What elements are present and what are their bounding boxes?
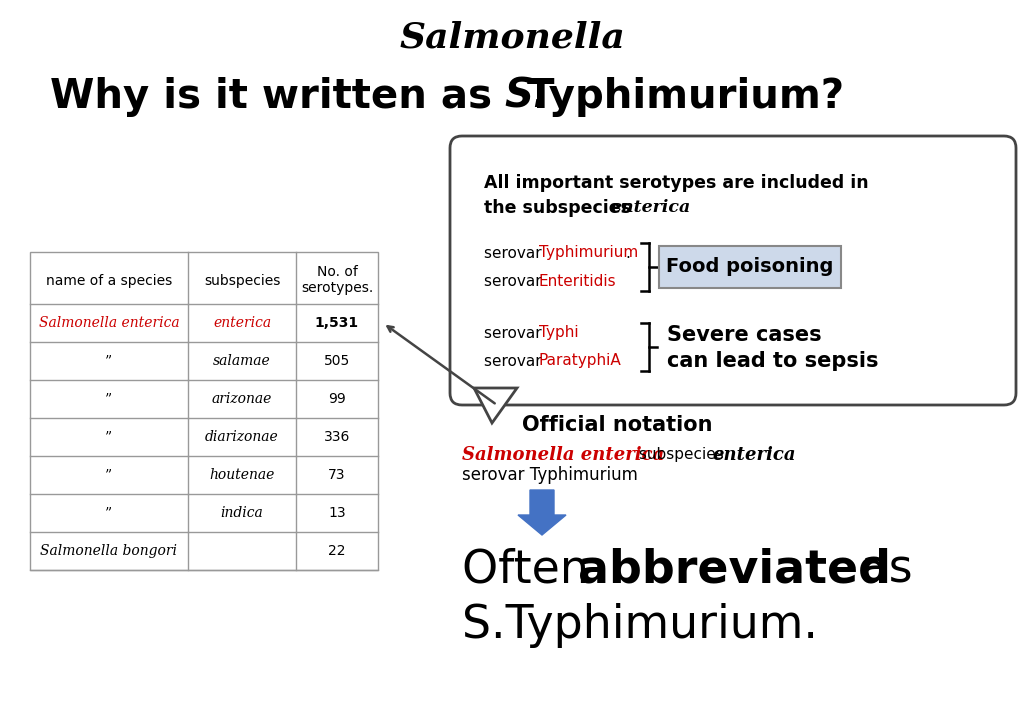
- Text: 73: 73: [329, 468, 346, 482]
- Text: serovar: serovar: [484, 325, 547, 341]
- Text: 99: 99: [328, 392, 346, 406]
- Bar: [30, 252, 378, 570]
- Text: S.Typhimurium.: S.Typhimurium.: [462, 603, 818, 648]
- Text: serovar: serovar: [484, 246, 547, 261]
- Text: Salmonella: Salmonella: [399, 21, 625, 55]
- Text: serovar: serovar: [484, 273, 547, 288]
- FancyBboxPatch shape: [450, 136, 1016, 405]
- Text: ”: ”: [105, 430, 113, 444]
- Text: S.: S.: [504, 77, 548, 117]
- Text: Food poisoning: Food poisoning: [667, 258, 834, 276]
- Text: houtenae: houtenae: [209, 468, 274, 482]
- Text: ParatyphiA: ParatyphiA: [539, 354, 622, 368]
- Text: name of a species: name of a species: [46, 273, 172, 288]
- Text: All important serotypes are included in: All important serotypes are included in: [484, 174, 868, 192]
- Text: enterica: enterica: [213, 316, 271, 330]
- Text: as: as: [846, 547, 912, 593]
- Text: 336: 336: [324, 430, 350, 444]
- Text: serovar Typhimurium: serovar Typhimurium: [462, 466, 638, 484]
- Text: indica: indica: [220, 506, 263, 520]
- Text: 13: 13: [328, 506, 346, 520]
- Text: diarizonae: diarizonae: [205, 430, 279, 444]
- Text: the subspecies: the subspecies: [484, 199, 637, 217]
- Text: Salmonella enterica: Salmonella enterica: [39, 316, 179, 330]
- Text: serovar: serovar: [484, 354, 547, 368]
- Text: ”: ”: [105, 354, 113, 368]
- Text: No. of: No. of: [316, 265, 357, 279]
- Text: Severe cases: Severe cases: [667, 325, 821, 345]
- Text: ”: ”: [105, 506, 113, 520]
- Text: Typhimurium: Typhimurium: [539, 246, 638, 261]
- Text: Official notation: Official notation: [522, 415, 713, 435]
- Text: enterica: enterica: [712, 446, 796, 464]
- Text: abbreviated: abbreviated: [578, 547, 891, 593]
- Text: subspecies: subspecies: [204, 273, 281, 288]
- Text: 505: 505: [324, 354, 350, 368]
- Text: Salmonella enterica: Salmonella enterica: [462, 446, 665, 464]
- Text: Why is it written as: Why is it written as: [50, 77, 506, 117]
- Text: Typhi: Typhi: [539, 325, 579, 341]
- Text: ”: ”: [105, 468, 113, 482]
- Text: serotypes.: serotypes.: [301, 281, 373, 295]
- Text: Salmonella bongori: Salmonella bongori: [41, 544, 177, 558]
- Text: Often: Often: [462, 547, 603, 593]
- Text: Enteritidis: Enteritidis: [539, 273, 616, 288]
- Text: 22: 22: [329, 544, 346, 558]
- Polygon shape: [474, 388, 517, 423]
- FancyBboxPatch shape: [659, 246, 841, 288]
- Text: .: .: [625, 246, 630, 261]
- Text: subspecies: subspecies: [634, 447, 729, 462]
- Text: 1,531: 1,531: [315, 316, 359, 330]
- Polygon shape: [518, 490, 566, 535]
- Text: can lead to sepsis: can lead to sepsis: [667, 351, 879, 371]
- Text: enterica: enterica: [610, 200, 690, 217]
- Text: arizonae: arizonae: [212, 392, 272, 406]
- Text: salamae: salamae: [213, 354, 271, 368]
- Text: ”: ”: [105, 392, 113, 406]
- Text: Typhimurium?: Typhimurium?: [527, 77, 845, 117]
